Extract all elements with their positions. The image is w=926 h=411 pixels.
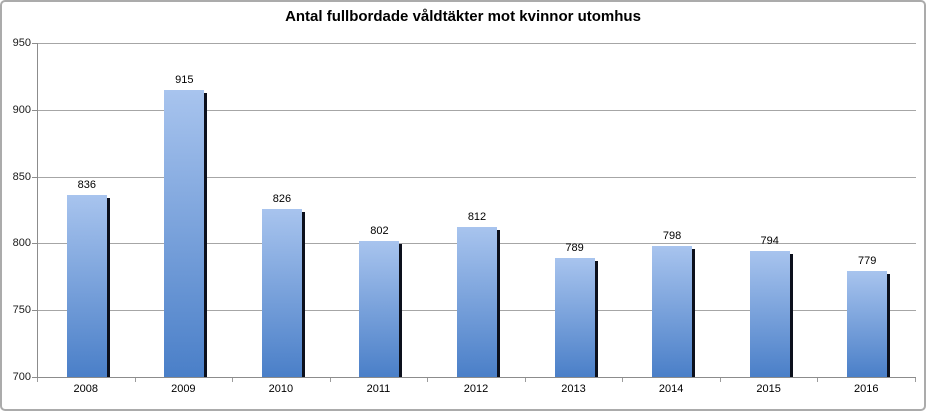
- x-axis-tick-mark: [622, 378, 624, 382]
- x-axis-tick-mark: [719, 378, 721, 382]
- y-axis-tick-mark: [32, 109, 37, 111]
- y-axis-tick-label: 950: [12, 37, 31, 49]
- bar-value-label: 802: [370, 224, 389, 237]
- x-axis-tick-label: 2015: [756, 383, 781, 395]
- bar-shadow: [789, 254, 793, 377]
- y-axis-tick-label: 700: [12, 371, 31, 383]
- gridline: [38, 176, 916, 178]
- chart-title: Antal fullbordade våldtäkter mot kvinnor…: [285, 8, 641, 25]
- x-axis-tick-mark: [134, 378, 136, 382]
- y-axis-tick-label: 900: [12, 103, 31, 116]
- x-axis-tick-label: 2008: [73, 383, 99, 395]
- bar-shadow: [887, 274, 891, 377]
- bar-value-label: 915: [175, 73, 194, 86]
- x-axis-tick-mark: [37, 378, 38, 382]
- bar-shadow: [692, 249, 696, 377]
- bar: [652, 246, 696, 377]
- bar: [359, 240, 403, 377]
- y-axis-tick-label: 800: [12, 237, 31, 250]
- plot-area: 836 915 826 802 812 789 798 794 779: [37, 43, 916, 378]
- bar-shadow: [204, 92, 208, 377]
- bar: [749, 251, 793, 377]
- bar: [261, 208, 305, 377]
- x-axis-tick-mark: [232, 378, 234, 382]
- y-axis-tick-mark: [32, 310, 37, 312]
- x-axis-tick-label: 2010: [268, 383, 294, 395]
- x-axis-tick-label: 2016: [853, 383, 879, 395]
- gridline: [38, 109, 916, 111]
- bar-shadow: [594, 261, 598, 377]
- bar: [164, 89, 208, 377]
- bar: [66, 195, 110, 377]
- y-axis-tick-label: 850: [12, 170, 31, 183]
- y-axis-tick-label: 750: [12, 304, 31, 317]
- bar-shadow: [497, 230, 500, 377]
- y-axis-tick-mark: [32, 377, 37, 378]
- x-axis-tick-label: 2014: [658, 383, 684, 395]
- bar-value-label: 826: [272, 192, 292, 205]
- x-axis-tick-label: 2011: [366, 383, 391, 395]
- x-axis-tick-mark: [817, 378, 819, 382]
- x-axis-tick-mark: [329, 378, 331, 382]
- bar-shadow: [399, 243, 403, 377]
- bar-shadow: [301, 211, 305, 377]
- x-axis-tick-mark: [915, 378, 916, 382]
- y-axis-tick-mark: [32, 243, 37, 245]
- bar-shadow: [106, 198, 110, 377]
- bar: [847, 271, 891, 377]
- bar: [457, 227, 500, 377]
- x-axis-tick-label: 2009: [171, 383, 196, 395]
- gridline: [38, 43, 916, 44]
- bar-value-label: 789: [565, 242, 584, 255]
- bar-value-label: 812: [467, 211, 487, 224]
- x-axis-tick-label: 2013: [561, 383, 586, 395]
- x-axis-tick-mark: [427, 378, 429, 382]
- bar-value-label: 794: [760, 235, 779, 248]
- bar: [554, 258, 598, 377]
- bar-value-label: 779: [858, 255, 877, 268]
- y-axis-tick-mark: [32, 176, 37, 178]
- bar-value-label: 836: [77, 179, 96, 192]
- y-axis-tick-mark: [32, 43, 37, 44]
- x-axis-tick-mark: [524, 378, 526, 382]
- x-axis-tick-label: 2012: [463, 383, 489, 395]
- bar-value-label: 798: [662, 230, 682, 243]
